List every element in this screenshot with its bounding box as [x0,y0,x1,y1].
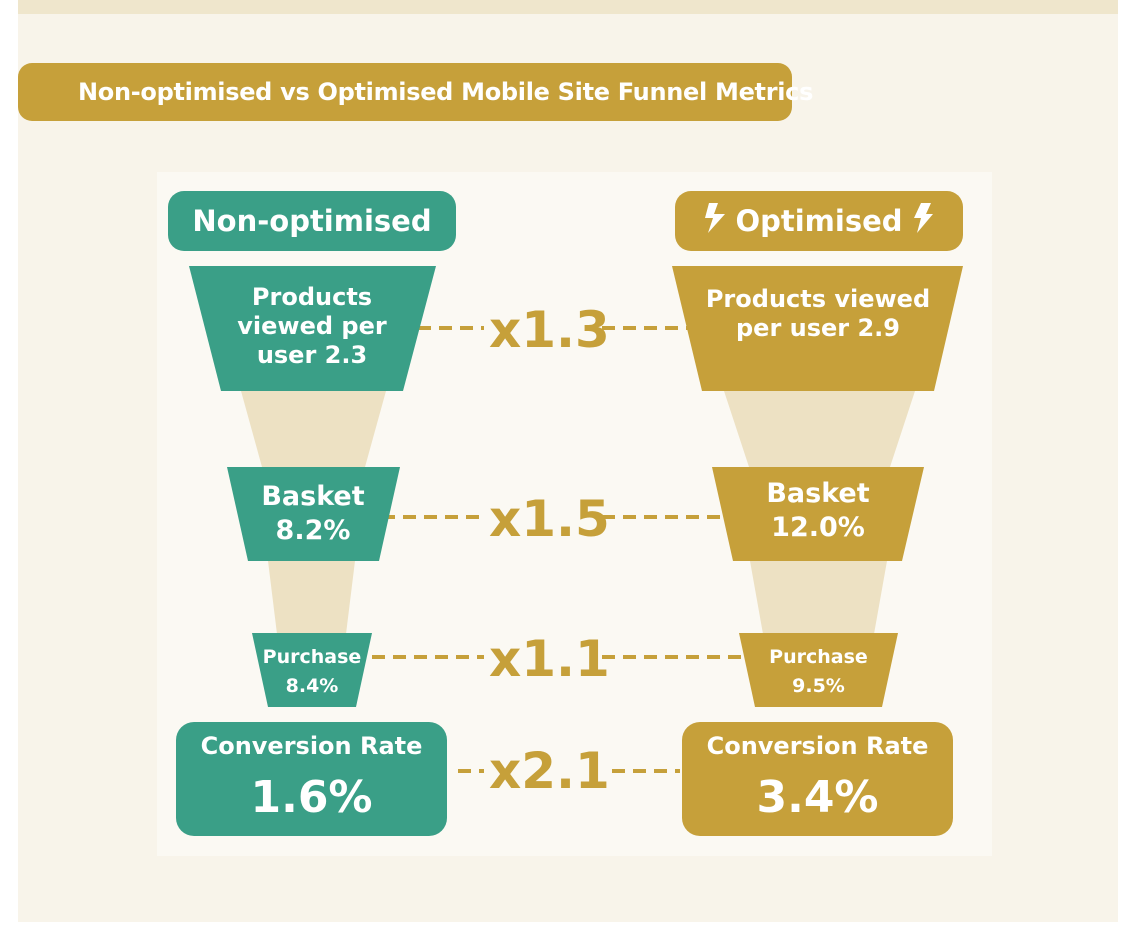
left-basket-segment [227,467,400,561]
title-banner [18,63,792,121]
top-strip [18,0,1118,14]
optimised-header-label: Optimised [735,204,903,238]
left-purchase-value: 8.4% [285,674,339,697]
right-conversion-value: 3.4% [756,772,879,823]
non-optimised-header: Non-optimised [168,191,456,251]
multiplier-purchase: x1.1 [489,630,610,688]
left-basket-label: Basket [261,481,365,512]
right-purchase-block: Purchase 9.5% [739,643,898,700]
left-purchase-label: Purchase [262,646,362,668]
multiplier-basket: x1.5 [489,490,610,548]
left-neck-upper [241,391,386,467]
left-basket-block: Basket 8.2% [247,480,379,548]
lightning-bolt-icon [911,202,933,240]
right-purchase-label: Purchase [769,646,868,668]
non-optimised-header-label: Non-optimised [192,204,432,238]
right-conversion-box: Conversion Rate 3.4% [682,722,953,836]
left-purchase-block: Purchase 8.4% [252,643,372,700]
multiplier-products: x1.3 [489,301,610,359]
multiplier-conversion: x2.1 [489,742,610,800]
right-basket-block: Basket 12.0% [735,477,901,545]
right-products-segment [672,266,963,391]
left-conversion-value: 1.6% [250,772,373,823]
right-basket-label: Basket [766,478,870,509]
connector-lines [372,326,742,773]
right-neck-lower [750,561,887,634]
right-products-label: Products viewed per user 2.9 [705,285,931,342]
lightning-bolt-icon [705,202,727,240]
optimised-header: Optimised [675,191,963,251]
right-purchase-value: 9.5% [792,674,845,697]
left-products-label: Products viewed per user 2.3 [237,283,387,369]
left-neck-lower [268,561,355,634]
right-basket-segment [712,467,924,561]
left-basket-value: 8.2% [275,514,351,546]
left-conversion-box: Conversion Rate 1.6% [176,722,447,836]
right-neck-upper [724,391,915,467]
right-conversion-label: Conversion Rate [706,732,929,760]
right-purchase-segment [739,633,898,707]
left-conversion-label: Conversion Rate [200,732,423,760]
right-basket-value: 12.0% [771,511,865,543]
left-products-segment [189,266,436,391]
page-title: Non-optimised vs Optimised Mobile Site F… [78,78,814,106]
left-purchase-segment [252,633,372,707]
